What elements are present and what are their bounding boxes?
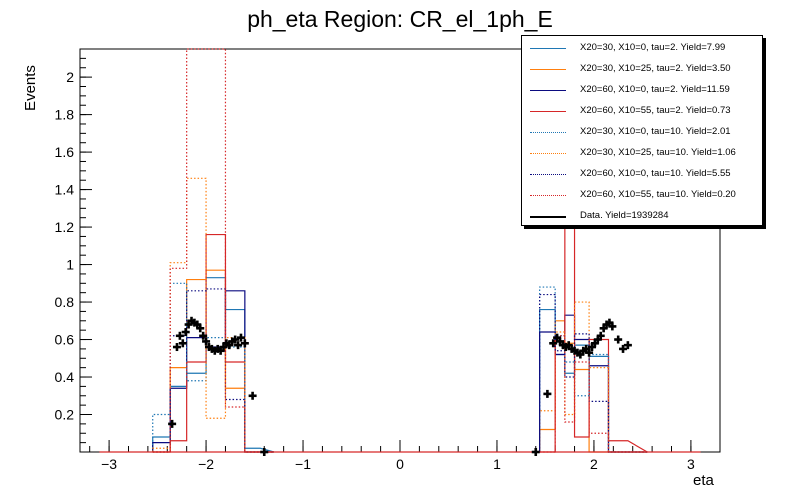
legend-label: X20=60, X10=55, tau=10. Yield=0.20 [580, 189, 736, 200]
legend-label: X20=60, X10=55, tau=2. Yield=0.73 [580, 105, 731, 116]
legend-swatch [530, 48, 566, 49]
data-point [172, 343, 181, 352]
y-tick-label: 1.6 [55, 144, 75, 160]
legend-swatch [530, 90, 566, 91]
y-tick-label: 0.8 [55, 294, 75, 310]
y-tick-label: 0.4 [55, 369, 75, 385]
data-point [531, 448, 540, 456]
legend-entry: Data. Yield=1939284 [522, 208, 762, 226]
legend-label: X20=30, X10=0, tau=10. Yield=2.01 [580, 126, 731, 137]
x-tick-label: 0 [396, 456, 404, 472]
legend-swatch [530, 153, 566, 154]
y-tick-label: 1.8 [55, 107, 75, 123]
series-8-right-histogram [539, 335, 648, 453]
x-axis-label: eta [693, 472, 714, 489]
legend-entry: X20=30, X10=25, tau=10. Yield=1.06 [522, 145, 762, 163]
x-tick-label: −3 [101, 456, 117, 472]
data-point [549, 339, 558, 348]
x-tick-label: −1 [295, 456, 311, 472]
series-3-right-histogram [539, 314, 648, 453]
data-point [175, 331, 184, 340]
legend: X20=30, X10=0, tau=2. Yield=7.99 X20=30, … [521, 35, 763, 226]
chart-title: ph_eta Region: CR_el_1ph_E [247, 6, 553, 32]
legend-swatch [530, 111, 566, 112]
legend-entry: X20=60, X10=55, tau=10. Yield=0.20 [522, 187, 762, 205]
legend-entry: X20=30, X10=0, tau=10. Yield=2.01 [522, 124, 762, 142]
x-tick-label: 3 [687, 456, 695, 472]
legend-swatch [530, 195, 566, 196]
legend-label: X20=30, X10=25, tau=2. Yield=3.50 [580, 63, 731, 74]
x-tick-label: −2 [198, 456, 214, 472]
series-4-left-histogram [152, 233, 274, 453]
data-point [623, 341, 632, 350]
data-point [231, 335, 240, 344]
data-point [168, 419, 177, 428]
data-point [248, 391, 257, 400]
data-point [178, 339, 187, 348]
series-1-right-histogram [539, 308, 648, 453]
legend-swatch [530, 132, 566, 133]
data-point [240, 339, 249, 348]
legend-entry: X20=30, X10=25, tau=2. Yield=3.50 [522, 61, 762, 79]
data-point [202, 337, 211, 346]
data-point [596, 331, 605, 340]
series-7-right-histogram [539, 293, 648, 453]
data-point [608, 322, 617, 331]
series-8-left-histogram [152, 48, 274, 453]
series-2-right-histogram [539, 320, 648, 453]
y-tick-label: 1.4 [55, 182, 75, 198]
legend-entry: X20=30, X10=0, tau=2. Yield=7.99 [522, 40, 762, 58]
data-point [543, 389, 552, 398]
x-tick-label: 1 [493, 456, 501, 472]
series-5-left-histogram [152, 282, 274, 453]
data-point [236, 333, 245, 342]
legend-label: X20=30, X10=0, tau=2. Yield=7.99 [580, 42, 726, 53]
x-tick-label: 2 [590, 456, 598, 472]
y-tick-label: 0.2 [55, 407, 75, 423]
data-point [234, 341, 243, 350]
y-tick-label: 2 [66, 69, 74, 85]
data-point [181, 328, 190, 337]
data-point [199, 331, 208, 340]
legend-label: X20=30, X10=25, tau=10. Yield=1.06 [580, 147, 736, 158]
y-tick-label: 1.2 [55, 219, 75, 235]
legend-swatch [530, 216, 566, 218]
legend-entry: X20=60, X10=55, tau=2. Yield=0.73 [522, 103, 762, 121]
legend-swatch [530, 174, 566, 175]
legend-swatch [530, 69, 566, 70]
data-point [585, 348, 594, 357]
legend-entry: X20=60, X10=0, tau=10. Yield=5.55 [522, 166, 762, 184]
series-5-right-histogram [539, 286, 648, 453]
data-point [619, 344, 628, 353]
data-point [614, 335, 623, 344]
series-6-left-histogram [152, 177, 274, 453]
y-tick-label: 1 [66, 257, 74, 273]
series-6-right-histogram [539, 301, 648, 453]
legend-label: X20=60, X10=0, tau=2. Yield=11.59 [580, 84, 730, 95]
legend-entry: X20=60, X10=0, tau=2. Yield=11.59 [522, 82, 762, 100]
legend-label: X20=60, X10=0, tau=10. Yield=5.55 [580, 168, 731, 179]
data-point [260, 448, 269, 456]
data-point [196, 324, 205, 333]
y-tick-label: 0.6 [55, 332, 75, 348]
legend-label: Data. Yield=1939284 [580, 210, 669, 221]
